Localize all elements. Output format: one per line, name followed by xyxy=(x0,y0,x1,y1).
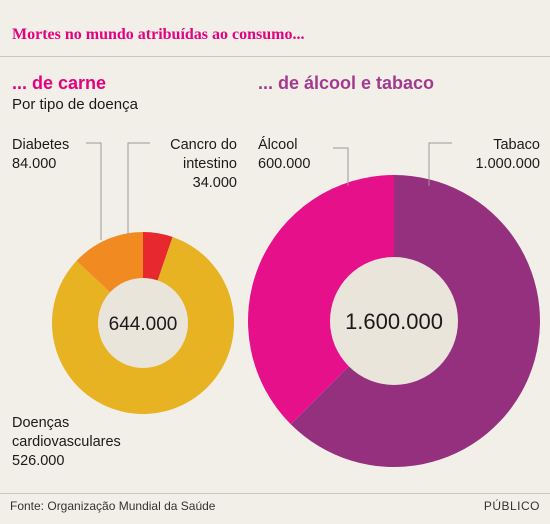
diabetes-name: Diabetes xyxy=(12,137,70,153)
meat-section-subtitle: Por tipo de doença xyxy=(12,96,138,113)
slice-alcool xyxy=(248,175,394,425)
cardio-name-line1: Doenças xyxy=(12,415,70,431)
meat-donut xyxy=(51,232,234,415)
leader-lines xyxy=(86,142,452,240)
alcool-value: 600.000 xyxy=(258,156,311,172)
label-cardio: Doenças cardiovasculares 526.000 xyxy=(12,414,121,471)
meat-section-title: ... de carne xyxy=(12,73,107,93)
leader-diabetes xyxy=(86,142,102,240)
publisher-logo: PÚBLICO xyxy=(483,499,540,513)
label-intestino: Cancro do intestino 34.000 xyxy=(170,136,237,193)
alcohol-tobacco-donut xyxy=(248,175,540,467)
label-diabetes: Diabetes 84.000 xyxy=(12,136,69,174)
label-alcool: Álcool 600.000 xyxy=(258,136,310,174)
big-donut-center xyxy=(330,257,458,385)
cardio-name-line2: cardiovasculares xyxy=(12,434,121,450)
bottom-divider xyxy=(0,493,550,494)
chart-title: Mortes no mundo atribuídas ao consumo... xyxy=(12,26,305,43)
intestino-value: 34.000 xyxy=(192,175,237,191)
top-divider xyxy=(0,56,550,57)
alcohol-tobacco-total-label: 1.600.000 xyxy=(345,309,443,334)
intestino-name-line1: Cancro do xyxy=(170,137,237,153)
leader-intestino xyxy=(127,142,150,234)
label-tabaco: Tabaco 1.000.000 xyxy=(475,136,540,174)
alcool-name: Álcool xyxy=(258,137,298,153)
tabaco-value: 1.000.000 xyxy=(475,156,540,172)
leader-alcool xyxy=(333,147,349,186)
leader-tabaco xyxy=(428,142,452,186)
meat-total-label: 644.000 xyxy=(109,314,178,335)
meat-donut-center xyxy=(98,278,188,368)
tabaco-name: Tabaco xyxy=(493,137,540,153)
cardio-value: 526.000 xyxy=(12,453,65,469)
alcohol-tobacco-section-title: ... de álcool e tabaco xyxy=(258,73,435,93)
source-note: Fonte: Organização Mundial da Saúde xyxy=(10,499,216,513)
intestino-name-line2: intestino xyxy=(182,156,237,172)
diabetes-value: 84.000 xyxy=(12,156,57,172)
